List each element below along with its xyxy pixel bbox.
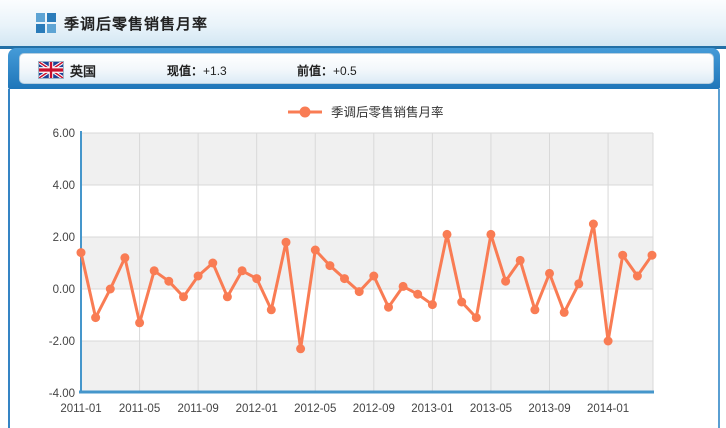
previous-value: +0.5 [333, 64, 357, 78]
data-point [252, 274, 262, 284]
plot-band [81, 133, 653, 185]
x-tick-label: 2011-05 [119, 403, 160, 415]
x-tick-label: 2013-05 [470, 403, 512, 415]
current-value: +1.3 [203, 64, 227, 78]
x-tick-label: 2011-09 [177, 403, 218, 415]
data-point [266, 305, 276, 315]
panel-right-border [718, 89, 720, 428]
data-point [427, 300, 437, 310]
country-label: 英国 [70, 64, 97, 79]
x-tick-label: 2013-09 [528, 403, 570, 415]
data-point [179, 292, 188, 302]
data-point [105, 284, 115, 294]
data-point [559, 307, 569, 317]
x-tick-label: 2011-01 [60, 403, 101, 415]
previous-value-pair: 前值：+0.5 [297, 62, 357, 79]
y-tick-label: 6.00 [53, 128, 75, 140]
data-point [501, 276, 511, 286]
data-point [398, 281, 408, 291]
x-tick-label: 2012-09 [353, 403, 395, 415]
data-point [574, 279, 584, 289]
y-tick-label: 2.00 [53, 232, 75, 244]
y-tick-label: 0.00 [53, 284, 75, 296]
data-point [135, 318, 145, 328]
data-point [369, 271, 379, 281]
page-header: 季调后零售销售月率 [0, 0, 726, 49]
country-info-strip: 英国 现值：+1.3 前值：+0.5 [8, 48, 720, 89]
data-point [281, 237, 291, 247]
uk-flag-icon [38, 61, 64, 79]
x-tick-label: 2013-01 [411, 403, 453, 415]
previous-value-label: 前值： [297, 64, 334, 78]
data-point [545, 268, 554, 278]
data-point [340, 274, 349, 284]
panel-left-border [8, 89, 10, 428]
data-point [193, 271, 203, 281]
x-tick-label: 2012-01 [236, 403, 278, 415]
current-value-pair: 现值：+1.3 [167, 62, 227, 79]
y-tick-label: -4.00 [49, 388, 75, 400]
series-line [79, 222, 654, 351]
x-tick-label: 2014-01 [587, 403, 629, 415]
y-tick-label: -2.00 [49, 336, 75, 348]
data-point [296, 344, 306, 354]
country-info-box: 英国 现值：+1.3 前值：+0.5 [19, 53, 714, 84]
legend-label: 季调后零售销售月率 [331, 105, 444, 120]
data-point [208, 258, 218, 268]
data-point [120, 253, 130, 263]
data-point [164, 276, 174, 286]
data-point [530, 305, 540, 315]
plot-band [81, 237, 653, 289]
data-point [149, 266, 159, 276]
data-point [603, 336, 613, 346]
data-point [91, 313, 101, 323]
data-point [413, 289, 423, 299]
data-point [76, 248, 86, 258]
plot-band [81, 341, 653, 393]
data-point [647, 250, 657, 260]
data-point [618, 250, 628, 260]
data-point [632, 271, 642, 281]
data-point [588, 219, 598, 229]
legend[interactable]: 季调后零售销售月率 [288, 105, 444, 120]
data-point [237, 266, 247, 276]
data-point [457, 297, 467, 307]
data-point [325, 261, 335, 271]
y-tick-label: 4.00 [53, 180, 75, 192]
data-point [354, 287, 364, 297]
data-point [310, 245, 320, 255]
data-point [471, 313, 481, 323]
page-title: 季调后零售销售月率 [64, 15, 209, 33]
title-squares-icon [36, 13, 56, 33]
current-value-label: 现值： [167, 64, 204, 78]
x-tick-label: 2012-05 [294, 403, 336, 415]
data-point [486, 229, 496, 239]
data-point [384, 302, 393, 312]
data-point [515, 255, 525, 265]
data-point [222, 292, 232, 302]
data-point [442, 229, 452, 239]
legend-marker-dot [299, 106, 311, 118]
